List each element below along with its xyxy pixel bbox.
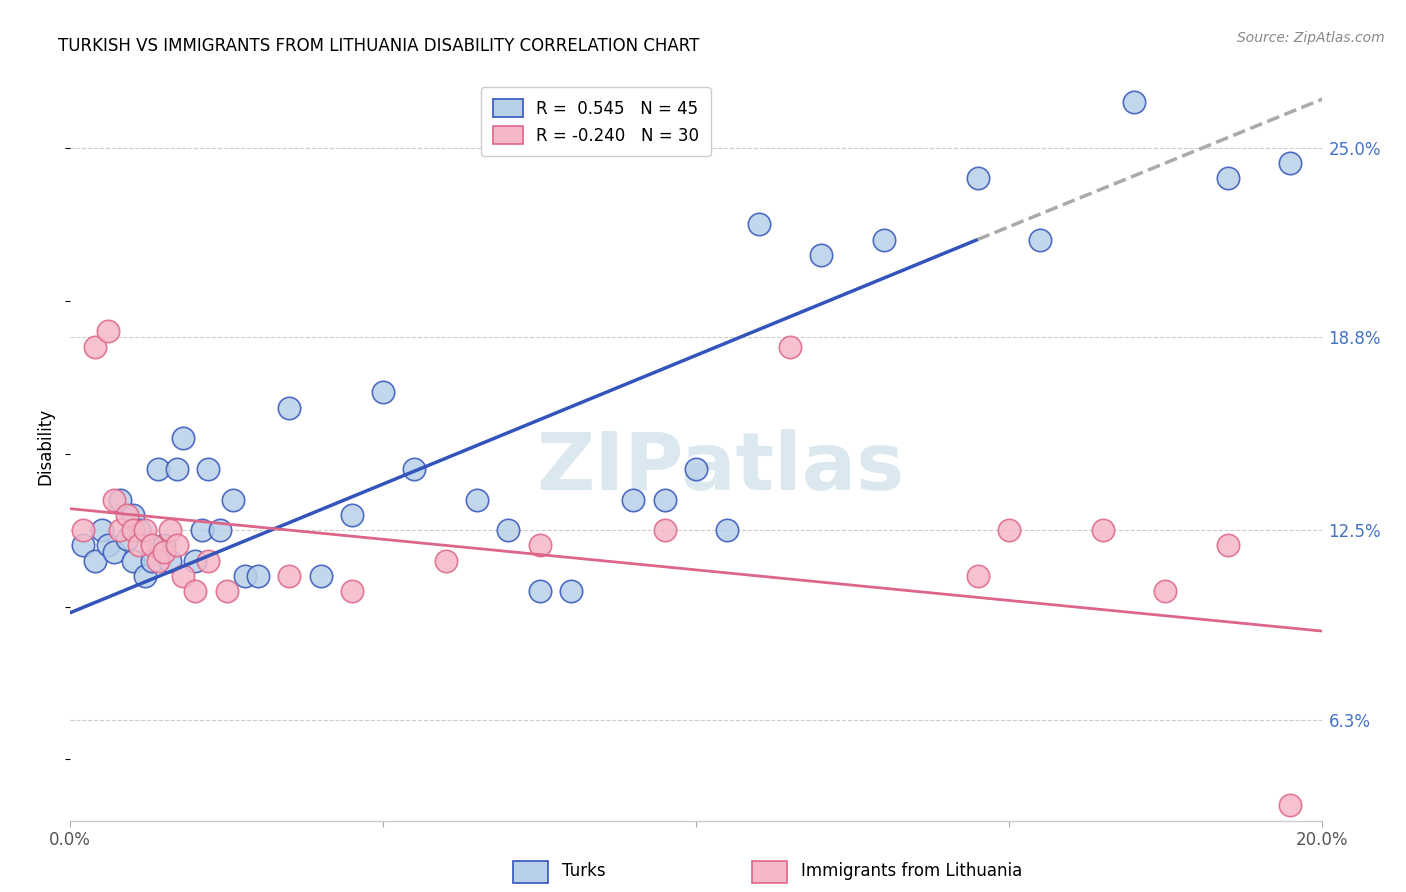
Point	[72, 523, 94, 537]
Point	[810, 248, 832, 262]
Point	[197, 462, 219, 476]
Point	[222, 492, 245, 507]
Point	[247, 569, 270, 583]
Point	[128, 523, 150, 537]
Point	[371, 385, 394, 400]
Point	[779, 340, 801, 354]
Point	[1279, 798, 1302, 813]
Point	[115, 508, 138, 522]
Point	[197, 554, 219, 568]
Point	[159, 554, 181, 568]
Point	[141, 554, 163, 568]
Point	[184, 554, 207, 568]
Text: Immigrants from Lithuania: Immigrants from Lithuania	[801, 863, 1022, 880]
Point	[72, 538, 94, 552]
Point	[190, 523, 212, 537]
Point	[1091, 523, 1114, 537]
Point	[685, 462, 707, 476]
Point	[115, 533, 138, 547]
Point	[966, 171, 988, 186]
Point	[872, 233, 894, 247]
Point	[654, 523, 676, 537]
Point	[97, 538, 120, 552]
Point	[966, 569, 988, 583]
Point	[654, 492, 676, 507]
Point	[340, 584, 363, 599]
Point	[110, 492, 132, 507]
Point	[278, 401, 301, 415]
Point	[103, 544, 125, 558]
Point	[134, 569, 156, 583]
Point	[128, 538, 150, 552]
Point	[1216, 171, 1239, 186]
Point	[121, 508, 145, 522]
Point	[134, 523, 156, 537]
Text: Source: ZipAtlas.com: Source: ZipAtlas.com	[1237, 31, 1385, 45]
Y-axis label: Disability: Disability	[37, 408, 55, 484]
Point	[1122, 95, 1144, 109]
Text: Turks: Turks	[562, 863, 606, 880]
Point	[340, 508, 363, 522]
Point	[103, 492, 125, 507]
Point	[159, 523, 181, 537]
Point	[166, 462, 188, 476]
Point	[560, 584, 582, 599]
Text: TURKISH VS IMMIGRANTS FROM LITHUANIA DISABILITY CORRELATION CHART: TURKISH VS IMMIGRANTS FROM LITHUANIA DIS…	[58, 37, 699, 54]
Point	[90, 523, 112, 537]
Point	[110, 523, 132, 537]
Point	[84, 554, 107, 568]
Point	[153, 544, 176, 558]
Point	[748, 217, 770, 231]
Point	[309, 569, 332, 583]
Point	[404, 462, 426, 476]
Point	[434, 554, 457, 568]
Point	[1279, 156, 1302, 170]
Point	[1154, 584, 1177, 599]
Point	[1216, 538, 1239, 552]
Point	[153, 538, 176, 552]
Point	[172, 569, 194, 583]
Point	[97, 324, 120, 338]
Point	[141, 538, 163, 552]
Point	[215, 584, 238, 599]
Point	[146, 554, 169, 568]
Point	[621, 492, 644, 507]
Text: ZIPatlas: ZIPatlas	[537, 429, 905, 508]
Point	[716, 523, 738, 537]
Point	[235, 569, 257, 583]
Point	[1029, 233, 1052, 247]
Point	[998, 523, 1021, 537]
Point	[465, 492, 488, 507]
Point	[172, 431, 194, 445]
Point	[166, 538, 188, 552]
Point	[209, 523, 232, 537]
Point	[498, 523, 520, 537]
Point	[121, 523, 145, 537]
Point	[121, 554, 145, 568]
Point	[529, 584, 551, 599]
Point	[529, 538, 551, 552]
Point	[184, 584, 207, 599]
Legend: R =  0.545   N = 45, R = -0.240   N = 30: R = 0.545 N = 45, R = -0.240 N = 30	[481, 87, 710, 156]
Point	[278, 569, 301, 583]
Point	[146, 462, 169, 476]
Point	[84, 340, 107, 354]
